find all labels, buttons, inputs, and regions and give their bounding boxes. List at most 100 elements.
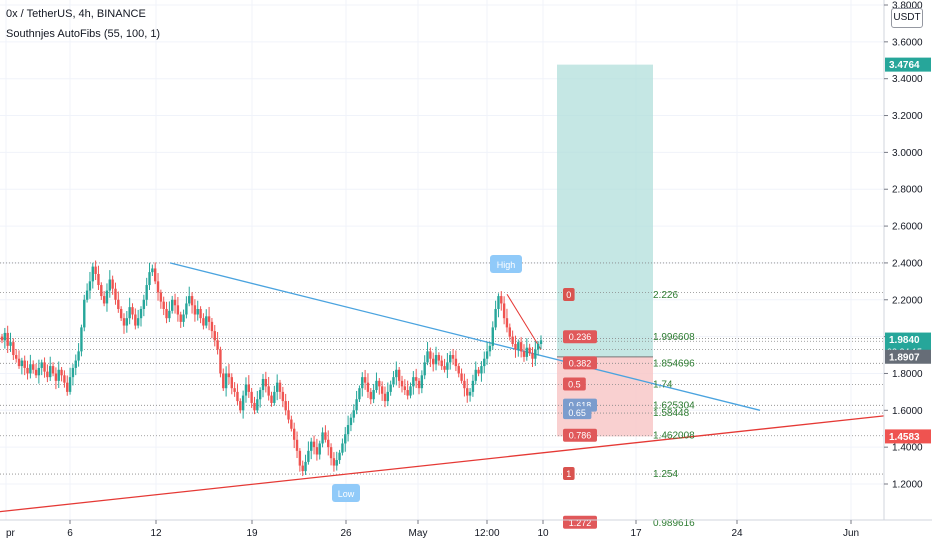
candle-body [471,380,475,392]
x-tick-label: 12 [150,528,162,539]
candle-body [502,303,506,319]
candle-body [219,349,222,374]
candle-body [454,358,458,367]
candle-body [437,355,441,361]
candle-body [264,378,268,387]
candle-body [46,371,49,378]
candle-body [196,308,199,315]
candle-body [446,362,449,370]
fib-ratio-label: 0.382 [569,358,592,368]
candle-body [451,355,455,359]
candle-body [205,316,208,326]
candle-body [32,364,35,370]
candle-body [165,308,168,319]
candle-body [94,266,97,274]
price-tag [885,57,931,72]
candle-body [426,351,429,363]
x-tick-label: pr [6,528,16,539]
price-tag-label: 1.8907 [889,352,920,363]
fib-value-label: 0.989616 [653,518,695,529]
currency-label[interactable]: USDT [891,8,923,28]
candle-body [168,310,171,319]
candle-body [287,410,290,420]
candle-body [97,273,100,286]
candle-body [460,373,463,381]
candle-body [275,382,279,392]
y-tick-label: 2.2000 [892,295,923,306]
candle-body [3,332,7,341]
fib-ratio-label: 0 [566,290,571,300]
indicator-title[interactable]: Southnjes AutoFibs (55, 100, 1) [6,28,161,40]
candle-body [236,391,239,402]
fib-ratio-tag [563,428,597,442]
candle-body [429,351,432,359]
candle-body [0,336,4,341]
candle-body [310,441,313,451]
candle-body [346,425,350,435]
candle-body [505,318,509,328]
candle-body [463,380,466,389]
candle-body [210,321,214,332]
support-trendline [0,415,885,513]
candle-body [267,386,270,396]
fib-anchor-line [506,293,542,350]
candle-body [375,380,378,391]
candle-body [500,296,503,304]
candle-body [241,395,245,411]
symbol-title[interactable]: 0x / TetherUS, 4h, BINANCE [6,8,146,20]
high-marker [490,254,522,273]
fib-ratio-tag [563,287,575,301]
candle-body [213,331,216,341]
price-tag [885,429,931,444]
candle-body [321,432,324,444]
candle-body [494,308,497,328]
candle-body [23,360,26,368]
candle-body [148,272,151,286]
candle-body [400,380,404,387]
x-tick-label: 19 [246,528,258,539]
candle-body [145,285,148,300]
position-zones [557,64,653,437]
loss-zone [557,356,653,437]
candle-body [190,296,194,306]
candle-body [71,367,75,378]
candle-body [312,441,316,448]
candle-body [105,290,109,304]
candle-body [449,355,452,363]
candle-body [26,367,29,374]
candle-body [68,377,72,392]
candle-body [258,390,262,400]
candle-body [122,318,126,326]
x-tick-label: 10 [537,528,549,539]
candle-body [199,308,202,319]
x-tick-label: Jun [843,528,859,539]
x-tick-label: 24 [731,528,743,539]
candle-body [383,393,387,402]
candle-body [14,355,18,359]
candle-body [88,281,92,291]
candle-body [335,460,338,466]
candle-body [514,343,517,350]
candle-body [395,369,398,378]
candle-body [304,461,307,472]
y-tick-label: 3.4000 [892,74,923,85]
candle-body [159,292,163,302]
candle-body [83,299,86,328]
candle-body [372,390,375,400]
candle-body [361,377,364,389]
candle-body [202,318,205,326]
candle-body [392,377,395,385]
descending-trendline [169,262,761,411]
candle-body [440,360,443,367]
fib-value-label: 1.996608 [653,332,695,343]
price-tag-label: 1.4583 [889,432,920,443]
candle-body [434,355,438,365]
fib-value-label: 1.74 [653,380,673,391]
candle-body [51,366,55,374]
fib-ratio-label: 0.65 [568,408,586,418]
candle-body [341,443,344,453]
candle-body [423,362,426,376]
fib-tags: 0 2.226 0.236 1.996608 0.382 1.854696 0.5 1.74 0… [563,287,695,529]
candle-body [369,391,372,400]
